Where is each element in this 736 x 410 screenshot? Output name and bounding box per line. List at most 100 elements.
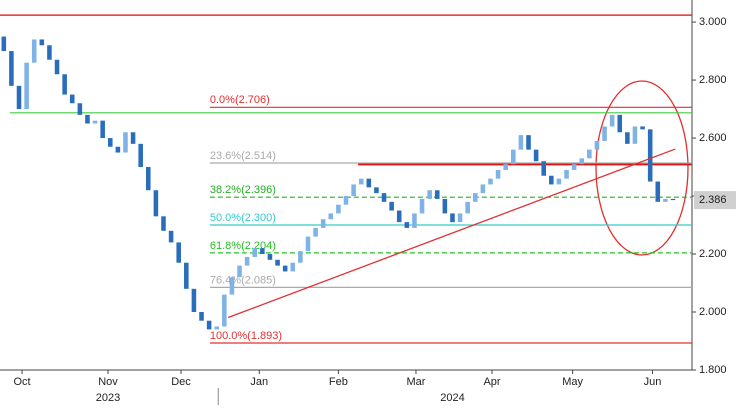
candle-body — [313, 227, 318, 237]
candle-body — [343, 196, 349, 205]
candle-body — [115, 146, 121, 153]
year-label: 2024 — [440, 392, 464, 404]
x-tick-label: Dec — [171, 376, 191, 388]
candle-body — [396, 210, 402, 223]
candle-body — [472, 193, 478, 202]
candle-body — [419, 198, 425, 214]
candle-body — [191, 288, 197, 313]
candle-body — [564, 169, 569, 179]
candle-body — [511, 149, 516, 165]
candle-body — [434, 190, 440, 199]
candle-body — [214, 326, 220, 330]
candle-body — [222, 294, 227, 327]
candle-body — [533, 149, 539, 162]
candle-body — [526, 135, 531, 150]
x-tick-label: Oct — [13, 376, 30, 388]
candle-body — [77, 103, 83, 115]
candle-body — [107, 138, 113, 147]
candle-body — [9, 51, 14, 86]
candle-body — [54, 59, 60, 75]
fib-label: 50.0%(2.300) — [210, 212, 276, 224]
y-tick-label: 2.800 — [699, 74, 727, 86]
candle-body — [328, 213, 334, 220]
year-label: 2023 — [96, 392, 120, 404]
candle-body — [16, 85, 22, 110]
candle-body — [244, 256, 250, 266]
candle-body — [199, 312, 204, 321]
candle-body — [457, 213, 463, 223]
highlight-ellipse — [595, 80, 689, 256]
fib-label: 0.0%(2.706) — [210, 94, 270, 106]
candle-body — [267, 254, 273, 260]
candle-body — [69, 94, 75, 104]
candle-body — [602, 126, 607, 141]
candle-body — [518, 135, 524, 150]
candle-body — [670, 198, 676, 201]
candle-body — [541, 161, 546, 176]
candle-body — [465, 201, 470, 214]
candle-body — [389, 201, 394, 211]
x-tick-label: Feb — [329, 376, 348, 388]
candle-body — [442, 198, 448, 214]
candle-body — [480, 184, 486, 194]
x-tick-label: Apr — [483, 376, 500, 388]
candle-body — [640, 126, 645, 130]
candle-body — [176, 242, 181, 263]
y-tick-label: 2.200 — [699, 248, 727, 260]
candle-body — [381, 193, 387, 202]
candle-body — [549, 175, 554, 185]
candle-body — [1, 36, 7, 52]
fib-label: 38.2%(2.396) — [210, 184, 276, 196]
candle-body — [161, 216, 166, 231]
candle-body — [374, 187, 379, 194]
candle-body — [579, 158, 585, 165]
candle-body — [168, 230, 174, 243]
y-tick-label: 1.800 — [699, 364, 727, 376]
candle-body — [47, 45, 52, 60]
candle-body — [260, 248, 265, 255]
candle-body — [427, 190, 432, 199]
fib-label: 76.4%(2.085) — [210, 274, 276, 286]
candle-body — [488, 178, 493, 185]
candle-body — [412, 213, 417, 228]
x-tick-label: May — [562, 376, 583, 388]
candle-body — [404, 222, 410, 228]
last-price-box — [694, 191, 736, 210]
y-tick-label: 2.600 — [699, 132, 727, 144]
candle-body — [358, 178, 364, 185]
candle-body — [556, 178, 562, 185]
y-tick-label: 3.000 — [699, 16, 727, 28]
candle-body — [305, 236, 311, 252]
candle-body — [62, 74, 67, 95]
candle-body — [252, 248, 258, 257]
candle-body — [632, 126, 638, 144]
last-price-label: 2.386 — [699, 194, 727, 206]
candle-body — [298, 251, 303, 263]
candle-body — [85, 114, 90, 124]
candle-body — [184, 262, 189, 289]
candle-body — [282, 265, 288, 272]
candle-body — [275, 259, 280, 266]
candle-body — [617, 114, 623, 133]
x-tick-label: Nov — [98, 376, 118, 388]
candle-body — [609, 114, 615, 127]
candle-body — [39, 39, 45, 46]
candle-body — [138, 143, 143, 168]
candle-body — [571, 164, 577, 170]
candle-body — [237, 265, 242, 278]
candle-body — [495, 169, 501, 179]
candle-body — [290, 262, 296, 272]
candle-body — [206, 320, 212, 330]
trendline — [227, 148, 676, 319]
fib-label: 61.8%(2.204) — [210, 240, 276, 252]
candle-body — [366, 178, 372, 188]
candle-body — [92, 120, 98, 124]
candle-body — [123, 132, 128, 153]
candle-body — [153, 190, 159, 217]
candle-body — [450, 213, 455, 223]
x-tick-label: Mar — [406, 376, 425, 388]
candle-body — [31, 39, 37, 63]
candle-body — [146, 167, 151, 191]
fib-label: 100.0%(1.893) — [210, 330, 282, 342]
